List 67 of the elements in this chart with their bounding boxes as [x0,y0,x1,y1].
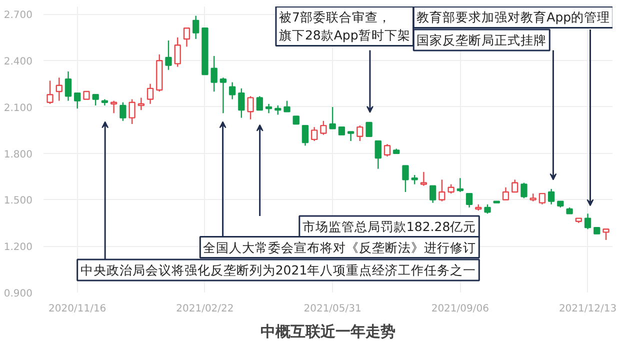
candlestick [548,188,555,205]
candlestick [420,171,428,186]
candlestick [56,77,62,102]
y-tick-label: 1.500 [4,196,33,207]
candlestick [374,140,382,170]
x-tick-label: 2021/09/06 [431,304,489,314]
candlestick [320,120,327,136]
y-tick-label: 2.400 [4,56,33,68]
candlestick [520,182,528,199]
x-tick-label: 2021/12/13 [558,304,617,314]
candlestick [174,36,181,68]
candlestick [128,98,136,125]
candlestick [265,103,272,114]
annotation: 被7部委联合审查，旗下28款App暂时下架 [278,10,410,43]
candlestick [466,192,473,208]
annotation: 教育部要求加强对教育App的管理 [416,10,610,25]
candlestick [74,92,81,110]
candlestick [502,186,510,200]
candlestick [46,80,54,104]
candlestick [238,88,245,118]
candlestick [310,126,318,142]
candlestick [120,102,126,122]
annotation: 市场监管总局罚款182.28亿元 [302,219,476,234]
candlestick [329,106,336,130]
candlestick [110,100,118,114]
text: 中概互联近一年走势 [260,324,396,340]
candlestick [284,100,290,112]
candlestick [538,192,546,205]
candlestick [228,82,236,100]
candlestick [146,83,154,104]
annotation: 国家反垄断局正式挂牌 [416,32,547,48]
candlestick [256,96,263,111]
annotation: 中央政治局会议将强化反垄断列为2021年八项重点经济工作任务之一 [80,262,476,278]
candlestick [347,131,354,142]
y-tick-label: 1.200 [4,242,33,254]
candlestick [210,55,218,92]
y-tick-label: 1.800 [4,149,33,160]
y-tick-label: 2.100 [4,102,33,114]
candlestick [448,184,454,194]
candlestick [356,124,364,142]
candlestick [584,213,592,230]
candlestick [366,122,372,137]
candlestick [64,70,72,102]
candlestick [220,77,227,114]
candlestick [247,96,254,120]
candlestick [384,143,391,158]
candlestick [512,179,518,193]
candlestick [402,165,409,193]
candlestick [484,204,491,214]
candlestick [183,28,190,48]
candlestick [456,178,464,193]
x-tick-label: 2021/02/22 [176,304,234,314]
y-tick-label: 2.700 [4,10,33,22]
annotation: 全国人大常委会宣布将对《反垄断法》进行修订 [203,240,476,255]
candlestick [429,185,436,204]
x-tick-label: 2020/11/16 [48,304,106,314]
candlestick [92,94,99,106]
candlestick [192,15,200,40]
candlestick [138,97,144,111]
candlestick [438,179,446,202]
candlestick [274,104,282,116]
candlestick [165,40,172,70]
candlestick [411,174,418,185]
x-tick-label: 2021/05/31 [304,304,362,314]
y-tick-label: 0.900 [4,288,33,300]
candlestick [302,124,309,146]
candlestick [602,228,610,241]
